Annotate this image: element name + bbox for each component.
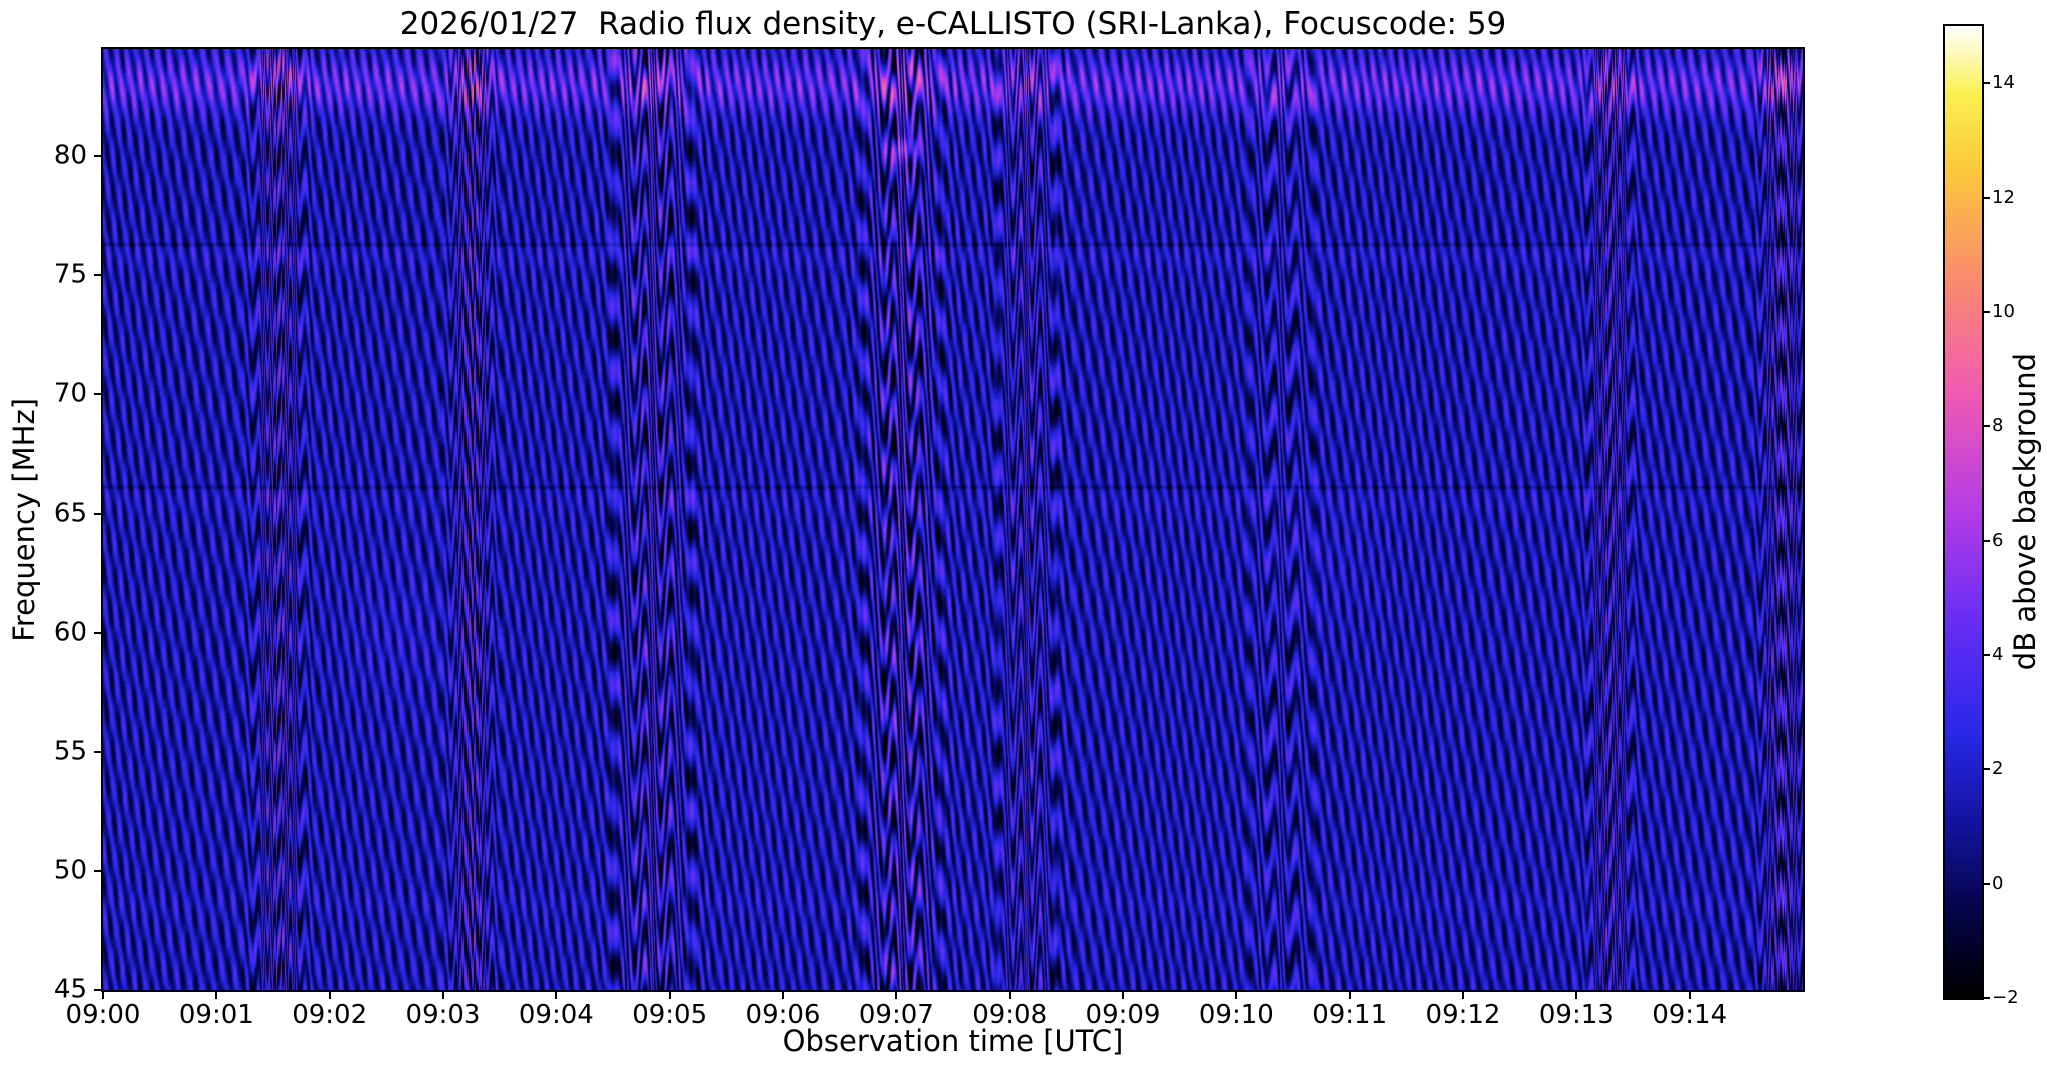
- colorbar-tick-label: 14: [1992, 72, 2015, 94]
- colorbar-tick-mark: [1982, 882, 1990, 885]
- x-tick-label: 09:13: [1538, 1000, 1614, 1030]
- x-tick-label: 09:08: [972, 1000, 1048, 1030]
- colorbar-tick-label: 8: [1992, 415, 2004, 437]
- x-tick-mark: [668, 990, 671, 999]
- y-tick-mark: [94, 869, 103, 872]
- x-tick-mark: [1348, 990, 1351, 999]
- y-tick-mark: [94, 631, 103, 634]
- spectrogram-heatmap: [101, 47, 1805, 992]
- colorbar-tick-label: 12: [1992, 186, 2015, 208]
- colorbar-tick-label: −2: [1992, 987, 2019, 1009]
- colorbar-tick-label: 6: [1992, 529, 2004, 551]
- colorbar-tick-label: 0: [1992, 872, 2004, 894]
- y-tick-label: 70: [53, 379, 87, 410]
- x-tick-mark: [782, 990, 784, 999]
- y-tick-mark: [94, 393, 103, 396]
- colorbar-tick-mark: [1982, 768, 1990, 771]
- x-tick-mark: [215, 990, 218, 999]
- x-tick-mark: [555, 990, 558, 999]
- x-axis-label: Observation time [UTC]: [782, 1024, 1124, 1058]
- colorbar-tick-mark: [1982, 653, 1990, 656]
- x-tick-mark: [1122, 990, 1124, 999]
- y-axis-label: Frequency [MHz]: [7, 397, 41, 642]
- x-tick-label: 09:04: [518, 1000, 594, 1030]
- y-axis-label-container: Frequency [MHz]: [6, 49, 42, 990]
- y-tick-label: 75: [53, 260, 87, 291]
- y-tick-mark: [94, 750, 103, 753]
- y-tick-label: 45: [53, 974, 87, 1005]
- colorbar-tick-mark: [1982, 82, 1990, 85]
- x-tick-label: 09:12: [1425, 1000, 1501, 1030]
- chart-title: 2026/01/27 Radio flux density, e-CALLIST…: [399, 6, 1507, 42]
- x-tick-mark: [102, 990, 104, 999]
- x-tick-label: 09:10: [1198, 1000, 1274, 1030]
- x-tick-label: 09:14: [1652, 1000, 1728, 1030]
- y-tick-label: 80: [53, 140, 87, 171]
- x-tick-label: 09:11: [1312, 1000, 1388, 1030]
- x-tick-label: 09:03: [405, 1000, 481, 1030]
- colorbar-tick-mark: [1982, 539, 1990, 542]
- y-tick-label: 50: [53, 855, 87, 886]
- y-tick-label: 55: [53, 736, 87, 767]
- y-tick-mark: [94, 155, 103, 158]
- x-tick-mark: [895, 990, 898, 999]
- y-tick-mark: [94, 274, 103, 277]
- y-tick-mark: [94, 989, 103, 991]
- y-tick-label: 60: [53, 617, 87, 648]
- x-tick-label: 09:00: [65, 1000, 141, 1030]
- x-tick-label: 09:01: [178, 1000, 254, 1030]
- colorbar-tick-label: 4: [1992, 644, 2004, 666]
- colorbar-tick-mark: [1982, 997, 1990, 999]
- x-tick-mark: [1688, 990, 1691, 999]
- x-tick-mark: [442, 990, 444, 999]
- colorbar-tick-label: 2: [1992, 758, 2004, 780]
- colorbar: [1943, 24, 1984, 1000]
- y-tick-mark: [94, 512, 103, 515]
- x-tick-mark: [1575, 990, 1578, 999]
- colorbar-tick-mark: [1982, 425, 1990, 428]
- x-tick-mark: [328, 990, 331, 999]
- colorbar-tick-label: 10: [1992, 300, 2015, 322]
- y-tick-label: 65: [53, 498, 87, 529]
- colorbar-tick-mark: [1982, 196, 1990, 199]
- x-tick-mark: [1008, 990, 1011, 999]
- x-tick-label: 09:09: [1085, 1000, 1161, 1030]
- x-tick-label: 09:06: [745, 1000, 821, 1030]
- x-tick-label: 09:02: [292, 1000, 368, 1030]
- x-tick-label: 09:07: [858, 1000, 934, 1030]
- x-tick-mark: [1235, 990, 1238, 999]
- x-tick-label: 09:05: [632, 1000, 708, 1030]
- x-tick-mark: [1462, 990, 1464, 999]
- colorbar-tick-mark: [1982, 310, 1990, 313]
- colorbar-label: dB above background: [2008, 353, 2042, 671]
- colorbar-label-container: dB above background: [2004, 26, 2046, 998]
